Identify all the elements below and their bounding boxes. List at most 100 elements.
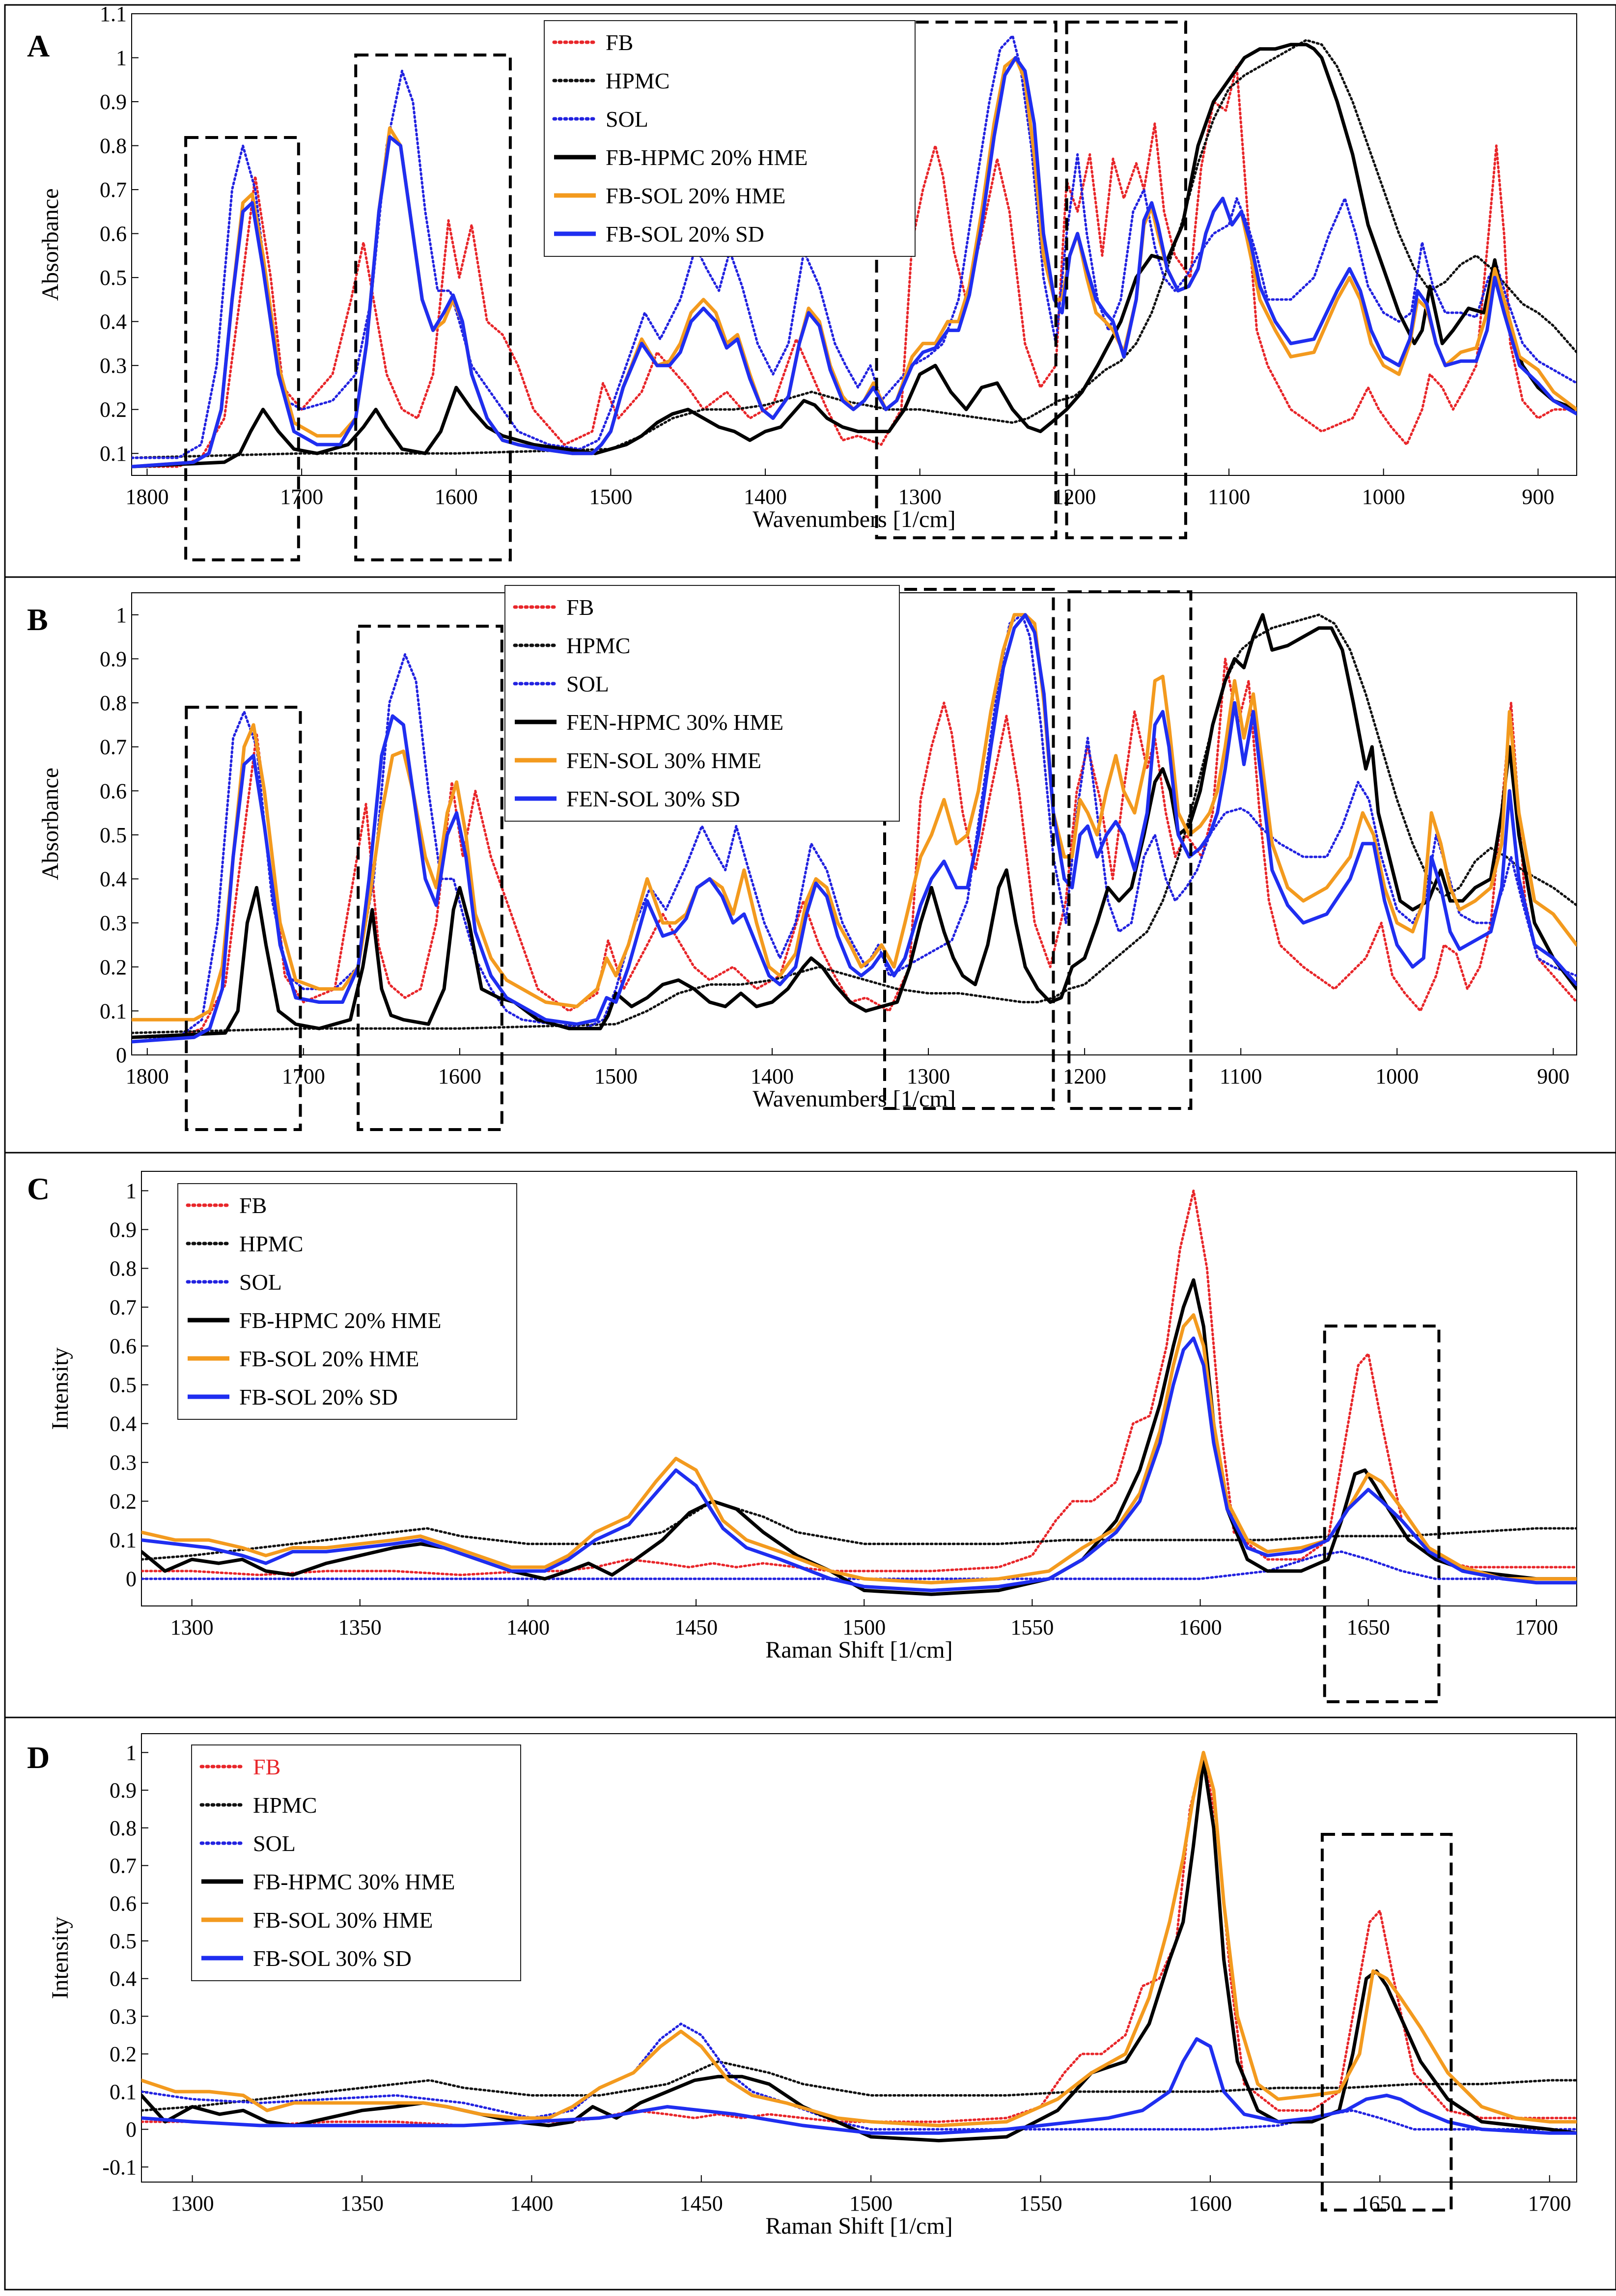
legend-label-fb: FB <box>566 595 594 620</box>
y-axis-label: Absorbance <box>37 188 63 301</box>
y-tick-label: 0.5 <box>110 1373 137 1397</box>
y-tick-label: 0.6 <box>110 1334 137 1358</box>
x-tick-label: 900 <box>1522 485 1554 509</box>
legend-label-fb: FB <box>253 1754 280 1779</box>
highlight-box <box>875 21 1058 539</box>
legend-label-fen-sol-30-hme: FEN-SOL 30% HME <box>566 748 761 773</box>
y-tick-label: 1 <box>126 1741 137 1765</box>
x-tick-label: 1600 <box>438 1064 481 1088</box>
x-tick-label: 1500 <box>594 1064 638 1088</box>
y-tick-label: 0.7 <box>100 178 127 202</box>
y-tick-label: 0.5 <box>110 1929 137 1953</box>
x-tick-label: 1500 <box>589 485 632 509</box>
x-tick-label: 1700 <box>282 1064 325 1088</box>
legend-label-fb-sol-20-hme: FB-SOL 20% HME <box>239 1346 419 1371</box>
legend-label-fb-hpmc-20-hme: FB-HPMC 20% HME <box>239 1308 442 1333</box>
series-line-fen-sol-30-hme <box>132 613 1577 1022</box>
y-tick-label: 0.8 <box>110 1257 137 1281</box>
y-tick-label: 0.7 <box>110 1854 137 1878</box>
x-tick-label: 900 <box>1537 1064 1569 1088</box>
y-tick-label: 0.4 <box>110 1967 137 1991</box>
legend-label-fen-hpmc-30-hme: FEN-HPMC 30% HME <box>566 710 783 735</box>
series-line-fb-sol-20-sd <box>141 1336 1577 1592</box>
x-tick-label: 1550 <box>1010 1615 1054 1639</box>
panel-b: B 0 0.1 0.2 0.3 0.4 0.5 0.6 0.7 0.8 0.9 1 1800 1700 16… <box>4 576 1616 1154</box>
plot-area <box>141 1733 1577 2183</box>
legend-box <box>504 585 900 822</box>
legend-label-hpmc: HPMC <box>606 68 669 93</box>
x-tick-label: 1800 <box>126 1064 169 1088</box>
x-tick-label: 1600 <box>435 485 478 509</box>
x-axis-label: Raman Shift [1/cm] <box>765 1637 952 1663</box>
legend-label-fb-sol-20-sd: FB-SOL 20% SD <box>606 221 764 247</box>
x-tick-label: 1350 <box>338 1615 382 1639</box>
legend-label-sol: SOL <box>239 1270 282 1295</box>
series-line-sol <box>132 613 1577 1039</box>
y-tick-label: 0.2 <box>100 398 127 422</box>
y-tick-label: 0.3 <box>100 911 127 935</box>
legend-label-fb-sol-20-sd: FB-SOL 20% SD <box>239 1384 398 1410</box>
x-tick-label: 1400 <box>506 1615 550 1639</box>
legend-label-sol: SOL <box>253 1831 296 1856</box>
series-line-fen-sol-30-sd <box>132 613 1577 1044</box>
y-tick-label: 0.4 <box>100 310 127 334</box>
legend-label-hpmc: HPMC <box>253 1793 317 1818</box>
y-axis-label: Intensity <box>47 1348 73 1430</box>
series-line-fb <box>141 1189 1577 1577</box>
x-tick-label: 1650 <box>1358 2191 1401 2215</box>
x-tick-label: 1100 <box>1220 1064 1262 1088</box>
legend-label-sol: SOL <box>606 107 648 132</box>
series-line-fb <box>132 657 1577 1039</box>
legend-label-fb-sol-30-sd: FB-SOL 30% SD <box>253 1946 412 1971</box>
legend-label-hpmc: HPMC <box>566 633 630 658</box>
legend-box <box>191 1744 521 1981</box>
y-tick-label: 0.3 <box>110 2004 137 2028</box>
x-tick-label: 1700 <box>280 485 323 509</box>
x-tick-label: 1800 <box>125 485 168 509</box>
x-tick-label: 1400 <box>744 485 787 509</box>
y-tick-label: 0.1 <box>100 442 127 466</box>
x-tick-label: 1300 <box>898 485 942 509</box>
x-tick-label: 1500 <box>842 1615 886 1639</box>
y-tick-label: -0.1 <box>102 2155 137 2179</box>
legend-label-fb-hpmc-30-hme: FB-HPMC 30% HME <box>253 1869 455 1894</box>
series-line-fb <box>141 1751 1577 2127</box>
legend-label-fb: FB <box>239 1193 267 1218</box>
x-tick-label: 1100 <box>1208 485 1250 509</box>
y-tick-label: 0.9 <box>100 90 127 114</box>
panel-label: A <box>27 28 50 63</box>
x-tick-label: 1200 <box>1053 485 1096 509</box>
panel-label: B <box>27 602 48 637</box>
y-tick-label: 0.8 <box>100 691 127 715</box>
y-tick-label: 0.7 <box>110 1296 137 1320</box>
y-tick-label: 0.5 <box>100 266 127 290</box>
x-tick-label: 1450 <box>680 2191 723 2215</box>
legend-label-fb: FB <box>606 30 633 55</box>
legend-label-fb-sol-20-hme: FB-SOL 20% HME <box>606 183 785 208</box>
y-axis-label: Absorbance <box>37 768 63 880</box>
x-tick-label: 1000 <box>1362 485 1405 509</box>
legend-label-fb-hpmc-20-hme: FB-HPMC 20% HME <box>606 145 808 170</box>
legend-label-sol: SOL <box>566 671 609 696</box>
series-group <box>141 1750 1577 2143</box>
legend-label-fb-sol-30-hme: FB-SOL 30% HME <box>253 1908 433 1933</box>
legend-box <box>544 20 916 257</box>
y-tick-label: 0.2 <box>100 955 127 979</box>
x-tick-label: 1350 <box>340 2191 384 2215</box>
highlight-box <box>184 136 300 561</box>
highlight-box <box>1320 1833 1453 2212</box>
x-tick-label: 1400 <box>751 1064 794 1088</box>
series-line-sol <box>132 34 1577 459</box>
series-line-fb-sol-20-sd <box>132 56 1577 469</box>
y-tick-label: 0.6 <box>110 1891 137 1915</box>
x-tick-label: 1700 <box>1528 2191 1571 2215</box>
panel-label: D <box>27 1740 50 1775</box>
y-tick-label: 0.6 <box>100 222 127 246</box>
y-tick-label: 0.7 <box>100 735 127 759</box>
y-tick-label: 0.4 <box>110 1412 137 1436</box>
highlight-box <box>1067 590 1193 1110</box>
series-line-fb-sol-30-sd <box>141 2037 1577 2135</box>
panel-label: C <box>27 1171 50 1206</box>
y-tick-label: 0.8 <box>100 134 127 158</box>
series-line-fb-hpmc-30-hme <box>141 1758 1577 2143</box>
